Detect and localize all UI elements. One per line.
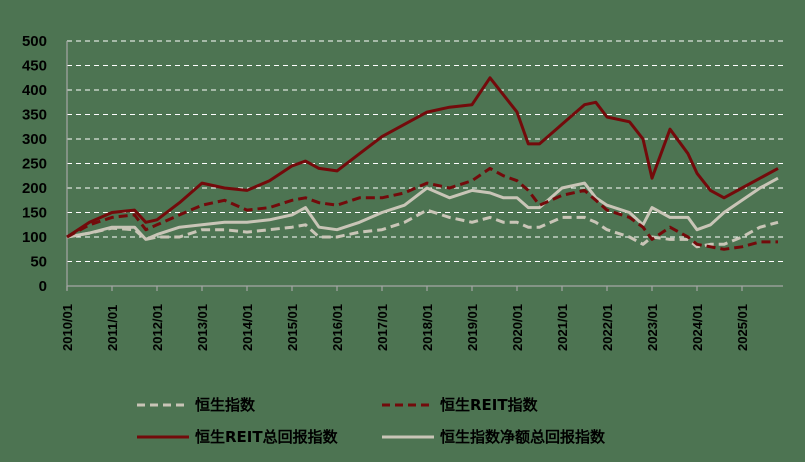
- dashed-line-light-icon: [137, 403, 189, 406]
- x-tick-label: 2024/01: [690, 304, 705, 351]
- x-tick-label: 2019/01: [465, 304, 480, 351]
- x-tick-label: 2010/01: [60, 304, 75, 351]
- x-tick-label: 2020/01: [510, 304, 525, 351]
- x-tick-label: 2013/01: [195, 304, 210, 351]
- y-tick-label: 350: [22, 107, 47, 124]
- y-tick-label: 400: [22, 82, 47, 99]
- legend-item-hsi-ntr: 恒生指数净额总回报指数: [382, 426, 605, 447]
- x-tick-label: 2015/01: [285, 304, 300, 351]
- legend: 恒生指数 恒生REIT指数 恒生REIT总回报指数 恒生指数净额总回报指数: [0, 380, 805, 460]
- y-tick-label: 500: [22, 33, 47, 50]
- y-tick-label: 300: [22, 131, 47, 148]
- y-tick-label: 50: [30, 254, 47, 271]
- x-tick-label: 2017/01: [375, 304, 390, 351]
- y-tick-label: 100: [22, 229, 47, 246]
- y-tick-label: 200: [22, 180, 47, 197]
- legend-label: 恒生指数净额总回报指数: [440, 428, 606, 446]
- grid-lines: [67, 40, 783, 262]
- x-tick-label: 2014/01: [240, 304, 255, 351]
- y-tick-label: 250: [22, 156, 47, 173]
- x-tick-label: 2022/01: [600, 304, 615, 351]
- x-tick-label: 2011/01: [105, 305, 120, 351]
- solid-line-light-icon: [382, 435, 434, 438]
- legend-label: 恒生REIT指数: [440, 396, 538, 414]
- legend-item-hs-reit: 恒生REIT指数: [382, 394, 538, 415]
- series-line: [66, 76, 779, 239]
- x-axis: 2010/01 2011/01 2012/01 2013/01 2014/01 2015/…: [60, 285, 783, 351]
- dashed-line-dark-red-icon: [382, 403, 434, 406]
- series-line: [66, 176, 779, 241]
- legend-item-hs-reit-tr: 恒生REIT总回报指数: [137, 426, 338, 447]
- x-tick-label: 2016/01: [330, 304, 345, 351]
- x-tick-label: 2021/01: [555, 304, 570, 351]
- series-line: [66, 208, 779, 249]
- solid-line-dark-red-icon: [137, 435, 189, 438]
- series-line: [66, 166, 778, 251]
- legend-item-hsi: 恒生指数: [137, 394, 255, 415]
- y-tick-label: 150: [22, 205, 47, 222]
- y-tick-label: 450: [22, 58, 47, 75]
- y-tick-label: 0: [39, 278, 47, 295]
- series-lines: [66, 76, 779, 251]
- x-tick-label: 2023/01: [645, 304, 660, 351]
- x-tick-label: 2018/01: [420, 304, 435, 351]
- x-tick-label: 2025/01: [735, 304, 750, 351]
- y-axis: 0 50 100 150 200 250 300 350 400 450 500: [22, 33, 68, 295]
- legend-label: 恒生REIT总回报指数: [195, 428, 338, 446]
- legend-label: 恒生指数: [195, 396, 256, 414]
- x-tick-label: 2012/01: [150, 304, 165, 351]
